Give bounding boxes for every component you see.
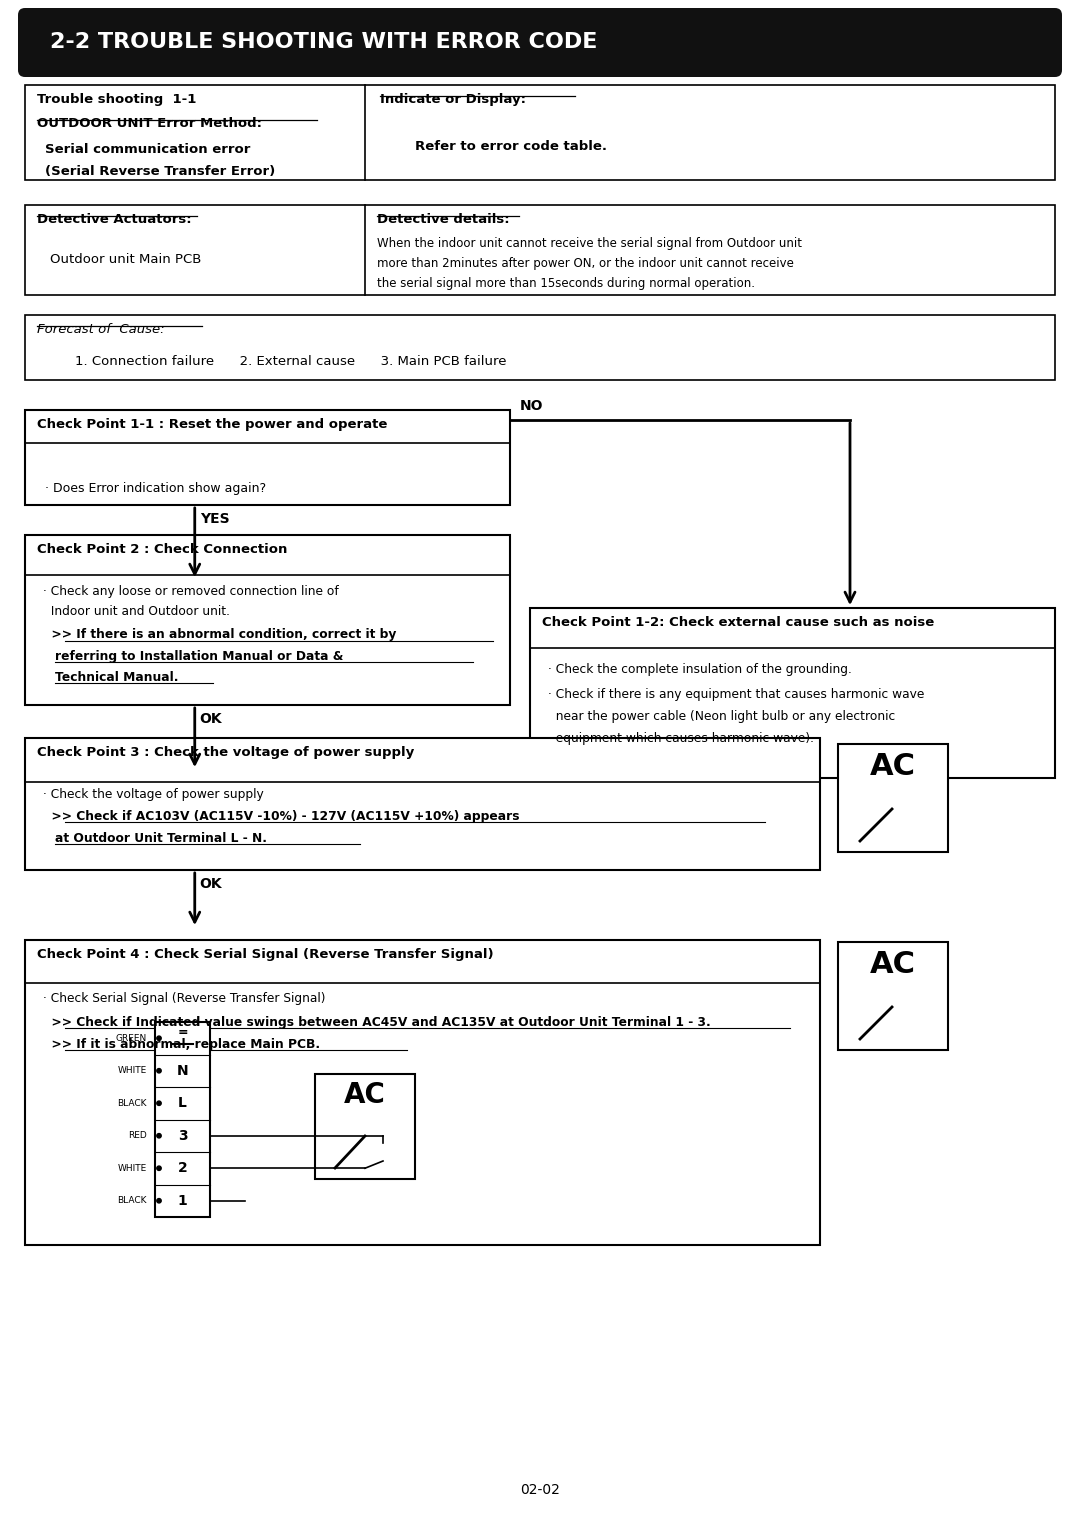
- Text: 1. Connection failure      2. External cause      3. Main PCB failure: 1. Connection failure 2. External cause …: [75, 355, 507, 368]
- Text: Trouble shooting  1-1: Trouble shooting 1-1: [37, 93, 197, 107]
- Text: AC: AC: [870, 950, 916, 979]
- Bar: [25, 410, 510, 505]
- Text: >> If it is abnormal, replace Main PCB.: >> If it is abnormal, replace Main PCB.: [43, 1039, 320, 1051]
- Text: Refer to error code table.: Refer to error code table.: [415, 140, 607, 153]
- Bar: [25, 535, 510, 705]
- Text: OK: OK: [200, 712, 222, 726]
- Text: 2-2 TROUBLE SHOOTING WITH ERROR CODE: 2-2 TROUBLE SHOOTING WITH ERROR CODE: [50, 32, 597, 52]
- Bar: [25, 939, 820, 1244]
- Text: =: =: [177, 1026, 188, 1039]
- Text: · Check Serial Signal (Reverse Transfer Signal): · Check Serial Signal (Reverse Transfer …: [43, 991, 325, 1005]
- Text: RED: RED: [129, 1132, 147, 1141]
- Bar: [25, 738, 820, 869]
- Circle shape: [157, 1101, 161, 1106]
- Bar: [25, 204, 1055, 294]
- Text: WHITE: WHITE: [118, 1164, 147, 1173]
- Text: NO: NO: [519, 400, 543, 413]
- Text: · Does Error indication show again?: · Does Error indication show again?: [45, 482, 266, 496]
- Bar: [156, 1022, 210, 1217]
- Text: referring to Installation Manual or Data &: referring to Installation Manual or Data…: [55, 650, 343, 663]
- Text: Indicate or Display:: Indicate or Display:: [380, 93, 526, 107]
- Text: 2: 2: [177, 1161, 187, 1176]
- Circle shape: [157, 1133, 161, 1138]
- Text: BLACK: BLACK: [118, 1196, 147, 1205]
- Text: Technical Manual.: Technical Manual.: [55, 671, 178, 685]
- Text: Check Point 1-1 : Reset the power and operate: Check Point 1-1 : Reset the power and op…: [37, 418, 388, 432]
- Bar: [315, 1074, 415, 1179]
- Circle shape: [157, 1069, 161, 1074]
- Text: near the power cable (Neon light bulb or any electronic: near the power cable (Neon light bulb or…: [548, 711, 895, 723]
- Text: OK: OK: [200, 877, 222, 891]
- Text: the serial signal more than 15seconds during normal operation.: the serial signal more than 15seconds du…: [377, 278, 755, 290]
- Bar: [838, 942, 948, 1051]
- Text: Forecast of  Cause:: Forecast of Cause:: [37, 323, 164, 336]
- Text: equipment which causes harmonic wave).: equipment which causes harmonic wave).: [548, 732, 814, 746]
- Text: Detective details:: Detective details:: [377, 214, 510, 226]
- Text: · Check if there is any equipment that causes harmonic wave: · Check if there is any equipment that c…: [548, 688, 924, 702]
- Text: When the indoor unit cannot receive the serial signal from Outdoor unit: When the indoor unit cannot receive the …: [377, 236, 802, 250]
- Bar: [838, 744, 948, 852]
- Text: Check Point 3 : Check the voltage of power supply: Check Point 3 : Check the voltage of pow…: [37, 746, 415, 759]
- Text: OUTDOOR UNIT Error Method:: OUTDOOR UNIT Error Method:: [37, 117, 262, 130]
- Text: AC: AC: [870, 752, 916, 781]
- Text: N: N: [177, 1064, 188, 1078]
- Circle shape: [157, 1035, 161, 1040]
- Text: YES: YES: [200, 512, 229, 526]
- Text: >> Check if AC103V (AC115V -10%) - 127V (AC115V +10%) appears: >> Check if AC103V (AC115V -10%) - 127V …: [43, 810, 519, 824]
- Text: 3: 3: [178, 1128, 187, 1142]
- Text: >> If there is an abnormal condition, correct it by: >> If there is an abnormal condition, co…: [43, 628, 396, 640]
- Text: (Serial Reverse Transfer Error): (Serial Reverse Transfer Error): [45, 165, 275, 178]
- Bar: [530, 608, 1055, 778]
- Text: Indoor unit and Outdoor unit.: Indoor unit and Outdoor unit.: [43, 605, 230, 618]
- Bar: [25, 316, 1055, 380]
- Text: WHITE: WHITE: [118, 1066, 147, 1075]
- Text: Serial communication error: Serial communication error: [45, 143, 251, 156]
- FancyBboxPatch shape: [18, 8, 1062, 76]
- Text: Outdoor unit Main PCB: Outdoor unit Main PCB: [50, 253, 201, 265]
- Text: more than 2minutes after power ON, or the indoor unit cannot receive: more than 2minutes after power ON, or th…: [377, 258, 794, 270]
- Text: Check Point 1-2: Check external cause such as noise: Check Point 1-2: Check external cause su…: [542, 616, 934, 628]
- Text: AC: AC: [345, 1081, 386, 1109]
- Text: · Check any loose or removed connection line of: · Check any loose or removed connection …: [43, 586, 339, 598]
- Text: · Check the complete insulation of the grounding.: · Check the complete insulation of the g…: [548, 663, 852, 676]
- Text: 1: 1: [177, 1194, 187, 1208]
- Text: BLACK: BLACK: [118, 1098, 147, 1107]
- Text: Check Point 2 : Check Connection: Check Point 2 : Check Connection: [37, 543, 287, 557]
- Text: Check Point 4 : Check Serial Signal (Reverse Transfer Signal): Check Point 4 : Check Serial Signal (Rev…: [37, 949, 494, 961]
- Circle shape: [157, 1167, 161, 1171]
- Text: · Check the voltage of power supply: · Check the voltage of power supply: [43, 788, 264, 801]
- Text: L: L: [178, 1096, 187, 1110]
- Text: GREEN: GREEN: [116, 1034, 147, 1043]
- Circle shape: [157, 1199, 161, 1203]
- Text: Detective Actuators:: Detective Actuators:: [37, 214, 191, 226]
- Text: 02-02: 02-02: [521, 1482, 559, 1498]
- Text: at Outdoor Unit Terminal L - N.: at Outdoor Unit Terminal L - N.: [55, 833, 267, 845]
- Bar: [25, 85, 1055, 180]
- Text: >> Check if Indicated value swings between AC45V and AC135V at Outdoor Unit Term: >> Check if Indicated value swings betwe…: [43, 1016, 711, 1029]
